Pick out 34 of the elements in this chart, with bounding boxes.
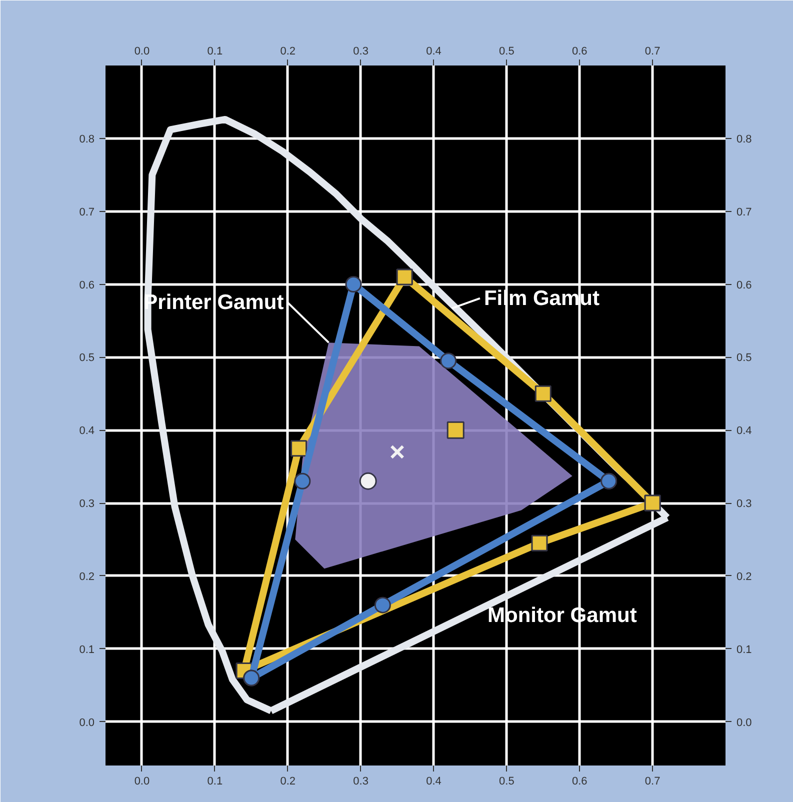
- x2-tick-label: 0.4: [426, 776, 442, 788]
- x-tick-label: 0.6: [572, 46, 588, 58]
- y-tick-label: 0.5: [79, 352, 95, 364]
- y-tick-label: 0.3: [79, 498, 95, 510]
- y-tick-label: 0.7: [79, 206, 95, 218]
- x-tick-label: 0.0: [134, 46, 150, 58]
- x-tick-label: 0.7: [644, 46, 660, 58]
- y2-tick-label: 0.8: [736, 133, 752, 146]
- x2-tick-label: 0.5: [499, 776, 514, 788]
- y2-tick-label: 0.0: [736, 716, 752, 729]
- x2-tick-label: 0.1: [207, 776, 223, 788]
- x-tick-label: 0.5: [499, 46, 514, 58]
- y2-tick-label: 0.3: [736, 498, 752, 510]
- x-tick-label: 0.3: [353, 46, 368, 58]
- y2-tick-label: 0.5: [736, 352, 752, 364]
- x2-tick-label: 0.6: [572, 776, 588, 788]
- x2-tick-label: 0.0: [134, 776, 150, 788]
- y2-tick-label: 0.4: [736, 425, 752, 438]
- x2-tick-label: 0.7: [644, 776, 660, 788]
- x2-tick-label: 0.2: [280, 776, 296, 788]
- y-tick-label: 0.6: [79, 279, 95, 292]
- y2-tick-label: 0.7: [736, 206, 752, 218]
- y2-tick-label: 0.2: [736, 570, 752, 583]
- x-tick-label: 0.1: [207, 46, 223, 58]
- y-tick-label: 0.4: [79, 425, 95, 438]
- x-tick-label: 0.2: [280, 46, 296, 58]
- y-tick-label: 0.0: [79, 716, 95, 729]
- y-tick-label: 0.2: [79, 570, 95, 583]
- y-tick-label: 0.1: [79, 644, 95, 656]
- x2-tick-label: 0.3: [353, 776, 368, 788]
- y2-tick-label: 0.6: [736, 279, 752, 292]
- x-tick-label: 0.4: [426, 46, 442, 58]
- y-tick-label: 0.8: [79, 133, 95, 146]
- y2-tick-label: 0.1: [736, 644, 752, 656]
